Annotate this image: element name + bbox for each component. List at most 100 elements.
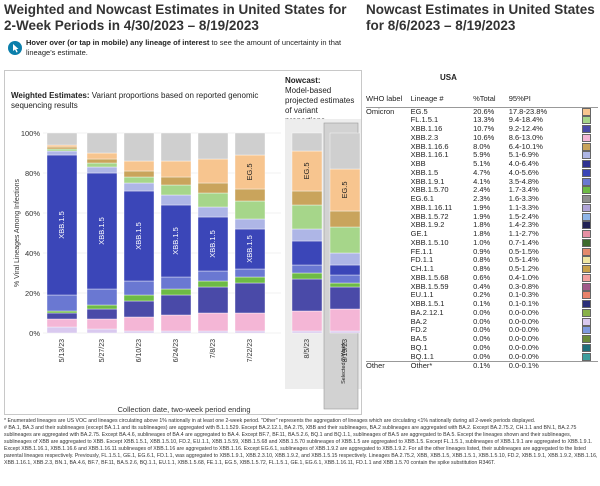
bar-segment[interactable] (123, 280, 155, 296)
bar-segment[interactable] (291, 240, 323, 266)
bar-segment[interactable] (160, 294, 192, 316)
table-row[interactable]: XBB.2.3 10.6% 8.6-13.0% (366, 133, 598, 143)
bar-segment[interactable] (329, 168, 361, 212)
table-row[interactable]: GE.1 1.8% 1.1-2.7% (366, 229, 598, 239)
bar-segment[interactable] (123, 170, 155, 178)
bar-segment[interactable] (291, 132, 323, 152)
bar-segment[interactable] (234, 200, 266, 220)
bar-segment[interactable] (291, 330, 323, 334)
bar-segment[interactable] (46, 144, 78, 148)
bar-segment[interactable] (46, 148, 78, 152)
bar-segment[interactable] (291, 278, 323, 312)
table-row[interactable]: XBB 5.1% 4.0-6.4% (366, 159, 598, 169)
bar-segment[interactable] (197, 280, 229, 288)
bar-segment[interactable] (86, 304, 118, 310)
bar-segment[interactable] (160, 160, 192, 178)
bar-segment[interactable] (123, 176, 155, 184)
table-row[interactable]: BA.2.12.1 0.0% 0.0-0.0% (366, 308, 598, 318)
bar-segment[interactable] (123, 132, 155, 162)
bar-segment[interactable] (329, 274, 361, 284)
bar-segment[interactable] (197, 182, 229, 194)
table-row[interactable]: XBB.1.5 4.7% 4.0-5.6% (366, 168, 598, 178)
bar-segment[interactable] (234, 276, 266, 284)
table-row[interactable]: CH.1.1 0.8% 0.5-1.2% (366, 264, 598, 274)
table-row[interactable]: XBB.1.16 10.7% 9.2-12.4% (366, 124, 598, 134)
bar-segment[interactable] (46, 150, 78, 156)
bar-segment[interactable] (160, 314, 192, 332)
bar-segment[interactable] (46, 154, 78, 296)
table-row[interactable]: XBB.1.5.72 1.9% 1.5-2.4% (366, 212, 598, 222)
bar-segment[interactable] (86, 166, 118, 174)
table-row[interactable]: Other Other* 0.1% 0.0-0.1% (366, 361, 598, 371)
bar-segment[interactable] (46, 294, 78, 312)
bar-segment[interactable] (46, 326, 78, 334)
bar-segment[interactable] (329, 252, 361, 266)
bar-segment[interactable] (197, 270, 229, 282)
bar-segment[interactable] (291, 264, 323, 274)
table-row[interactable]: XBB.1.5.1 0.1% 0.1-0.1% (366, 299, 598, 309)
bar-segment[interactable] (160, 330, 192, 334)
bar-segment[interactable] (329, 264, 361, 276)
table-row[interactable]: FD.1.1 0.8% 0.5-1.4% (366, 255, 598, 265)
table-row[interactable]: BQ.1.1 0.0% 0.0-0.0% (366, 352, 598, 362)
bar-segment[interactable] (160, 132, 192, 162)
bar-segment[interactable] (234, 154, 266, 190)
bar-segment[interactable] (329, 286, 361, 310)
bar-segment[interactable] (123, 160, 155, 172)
bar-segment[interactable] (291, 150, 323, 192)
bar-segment[interactable] (123, 182, 155, 192)
bar-segment[interactable] (291, 228, 323, 242)
table-row[interactable]: FL.1.5.1 13.3% 9.4-18.4% (366, 115, 598, 125)
bar-segment[interactable] (329, 132, 361, 170)
table-row[interactable]: Omicron EG.5 20.6% 17.8-23.8% (366, 107, 598, 116)
bar-segment[interactable] (123, 294, 155, 302)
bar-segment[interactable] (86, 318, 118, 330)
bar-segment[interactable] (160, 184, 192, 196)
bar-segment[interactable] (86, 132, 118, 154)
bar-segment[interactable] (329, 330, 361, 334)
bar-segment[interactable] (86, 152, 118, 160)
bar-segment[interactable] (197, 312, 229, 332)
table-row[interactable]: BA.2 0.0% 0.0-0.0% (366, 317, 598, 327)
bar-segment[interactable] (329, 210, 361, 228)
stacked-bar-chart[interactable]: 0% 20% 40% 60% 80% 100% % Viral Lineages Among… (5, 71, 363, 416)
bar-segment[interactable] (123, 316, 155, 332)
bar-segment[interactable] (197, 330, 229, 334)
table-row[interactable]: FE.1.1 0.9% 0.5-1.5% (366, 247, 598, 257)
table-row[interactable]: EU.1.1 0.2% 0.1-0.3% (366, 290, 598, 300)
table-row[interactable]: XBB.1.9.2 1.8% 1.4-2.3% (366, 220, 598, 230)
bar-segment[interactable] (86, 288, 118, 306)
bar-segment[interactable] (197, 192, 229, 208)
bar-segment[interactable] (160, 176, 192, 186)
bar-segment[interactable] (86, 162, 118, 168)
bar-segment[interactable] (329, 308, 361, 332)
table-row[interactable]: XBB.1.5.10 1.0% 0.7-1.4% (366, 238, 598, 248)
bar-segment[interactable] (86, 158, 118, 164)
bar-segment[interactable] (234, 268, 266, 278)
table-row[interactable]: XBB.1.16.11 1.9% 1.1-3.3% (366, 203, 598, 213)
bar-segment[interactable] (234, 132, 266, 156)
table-row[interactable]: XBB.1.5.70 2.4% 1.7-3.4% (366, 185, 598, 195)
table-row[interactable]: BQ.1 0.0% 0.0-0.0% (366, 343, 598, 353)
bar-segment[interactable] (234, 312, 266, 332)
table-row[interactable]: XBB.1.5.59 0.4% 0.3-0.8% (366, 282, 598, 292)
bar-segment[interactable] (86, 328, 118, 334)
bar-segment[interactable] (234, 330, 266, 334)
bar-segment[interactable] (46, 318, 78, 328)
table-row[interactable]: EG.6.1 2.3% 1.6-3.3% (366, 194, 598, 204)
bar-segment[interactable] (160, 194, 192, 206)
bar-segment[interactable] (197, 206, 229, 218)
bar-segment[interactable] (46, 310, 78, 314)
bar-segment[interactable] (329, 226, 361, 254)
bar-segment[interactable] (160, 276, 192, 290)
bar-segment[interactable] (160, 288, 192, 296)
bar-segment[interactable] (291, 310, 323, 332)
bar-segment[interactable] (46, 132, 78, 146)
bar-segment[interactable] (234, 188, 266, 202)
bar-segment[interactable] (197, 286, 229, 314)
bar-segment[interactable] (86, 308, 118, 320)
bar-segment[interactable] (291, 190, 323, 206)
bar-segment[interactable] (197, 132, 229, 160)
bar-segment[interactable] (123, 330, 155, 334)
table-row[interactable]: XBB.1.16.1 5.9% 5.1-6.9% (366, 150, 598, 160)
